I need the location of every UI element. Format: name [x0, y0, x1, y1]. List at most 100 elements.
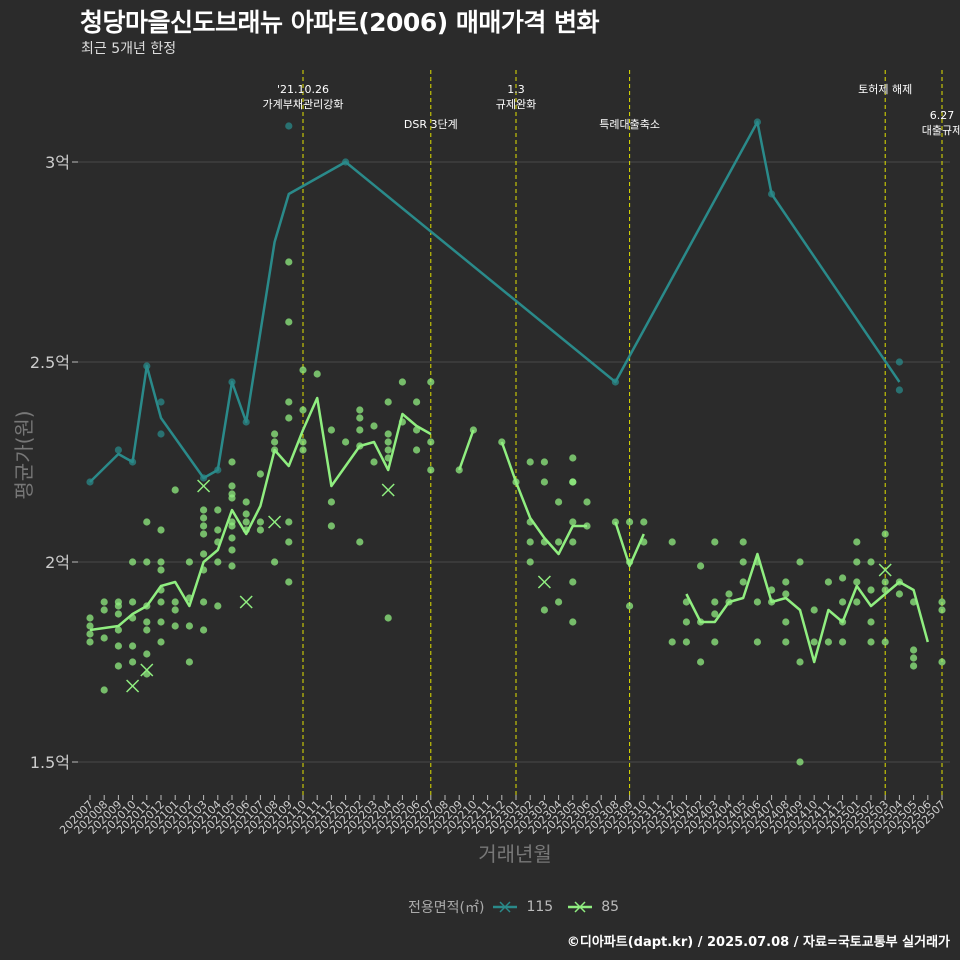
data-point: [881, 530, 889, 538]
data-point: [555, 598, 563, 606]
cross-stroke: [126, 679, 140, 693]
data-point: [114, 446, 122, 454]
series-85: [86, 258, 946, 766]
cross-stroke: [878, 563, 892, 577]
data-point: [555, 498, 563, 506]
data-point: [384, 438, 392, 446]
data-point: [200, 550, 208, 558]
series-line-85: [500, 441, 587, 556]
data-point: [271, 438, 279, 446]
chart-title: 청당마을신도브래뉴 아파트(2006) 매매가격 변화: [80, 8, 600, 37]
legend-symbol-85: [568, 901, 593, 913]
legend-label-85: 85: [601, 899, 620, 915]
data-point: [697, 658, 705, 666]
cross-stroke: [381, 483, 395, 497]
data-point: [129, 642, 137, 650]
cross-marker: [381, 483, 395, 497]
data-point: [171, 622, 179, 630]
data-point: [569, 454, 577, 462]
data-point: [143, 558, 151, 566]
data-point: [100, 686, 108, 694]
data-point: [569, 578, 577, 586]
data-point: [86, 638, 94, 646]
data-point: [782, 590, 790, 598]
policy-annotation-label: 가계부채관리강화: [263, 98, 344, 111]
data-point: [143, 650, 151, 658]
data-point: [285, 398, 293, 406]
data-point: [214, 602, 222, 610]
data-point: [228, 562, 236, 570]
cross-marker: [140, 663, 154, 677]
data-point: [228, 482, 236, 490]
data-point: [327, 522, 335, 530]
data-point: [370, 422, 378, 430]
data-point: [682, 638, 691, 646]
data-point: [867, 586, 875, 594]
series-line-85: [89, 396, 432, 632]
data-point: [853, 598, 861, 606]
y-tick-label: 2억: [45, 553, 70, 572]
y-tick-label: 1.5억: [30, 753, 70, 772]
data-point: [796, 658, 804, 666]
data-point: [867, 638, 875, 646]
data-point: [711, 538, 719, 546]
cross-marker: [537, 575, 551, 589]
data-point: [299, 366, 307, 374]
chart-subtitle: 최근 5개년 한정: [81, 41, 177, 57]
data-point: [427, 378, 435, 386]
data-point: [711, 598, 719, 606]
data-point: [285, 518, 293, 526]
cross-marker: [126, 679, 140, 693]
data-point: [782, 618, 790, 626]
data-point: [356, 538, 364, 546]
data-point: [413, 446, 421, 454]
policy-annotation-label: 대출규제: [922, 124, 960, 137]
data-point: [569, 518, 577, 526]
data-point: [796, 558, 804, 566]
cross-marker: [878, 563, 892, 577]
data-point: [398, 378, 406, 386]
data-point: [285, 258, 293, 266]
data-point: [114, 602, 122, 610]
data-point: [157, 430, 165, 438]
series-115: [86, 118, 904, 486]
data-point: [200, 626, 208, 634]
data-point: [114, 610, 122, 618]
data-point: [157, 526, 165, 534]
data-point: [526, 558, 534, 566]
data-point: [313, 370, 321, 378]
data-point: [271, 430, 279, 438]
data-point: [895, 386, 904, 394]
data-point: [540, 606, 549, 614]
data-point: [427, 466, 435, 474]
data-point: [626, 518, 634, 526]
data-point: [824, 578, 833, 586]
data-point: [711, 638, 719, 646]
data-point: [640, 518, 648, 526]
y-tick-label: 3억: [45, 153, 70, 172]
policy-annotation-label: DSR 3단계: [404, 118, 458, 131]
data-point: [782, 638, 790, 646]
series-line-115: [89, 120, 901, 483]
data-point: [242, 510, 250, 518]
data-point: [384, 614, 392, 622]
x-axis-title: 거래년월: [478, 842, 552, 866]
cross-stroke: [197, 479, 211, 493]
data-point: [725, 590, 733, 598]
source-caption: ©디아파트(dapt.kr) / 2025.07.08 / 자료=국토교통부 실…: [566, 935, 950, 950]
data-point: [839, 598, 847, 606]
data-point: [185, 558, 193, 566]
data-point: [881, 638, 889, 646]
data-point: [157, 566, 165, 574]
data-point: [342, 438, 350, 446]
legend-symbol-115: [493, 901, 518, 913]
data-point: [143, 518, 151, 526]
data-point: [739, 558, 747, 566]
data-point: [299, 438, 307, 446]
data-point: [228, 546, 236, 554]
data-point: [86, 630, 94, 638]
data-point: [86, 622, 94, 630]
data-point: [114, 662, 122, 670]
data-point: [796, 758, 804, 766]
